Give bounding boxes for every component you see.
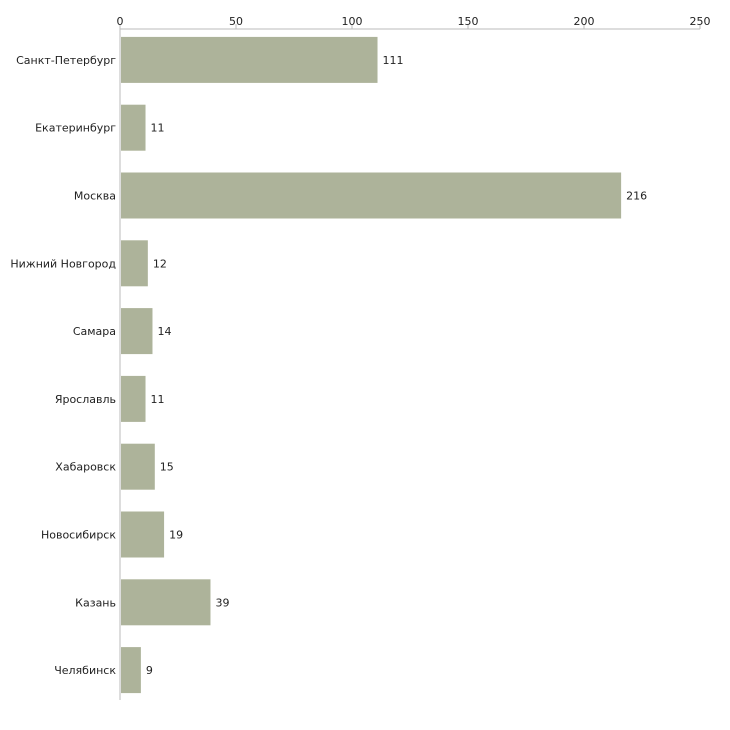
x-tick-label: 0 [117, 15, 124, 28]
value-label: 15 [160, 461, 174, 474]
category-label: Нижний Новгород [10, 257, 116, 270]
category-label: Казань [75, 596, 116, 609]
bar [121, 375, 146, 422]
value-label: 39 [215, 596, 229, 609]
category-label: Хабаровск [55, 461, 116, 474]
category-label: Екатеринбург [35, 122, 116, 135]
x-tick-label: 100 [342, 15, 363, 28]
x-axis-ticks: 0 50 100 150 200 250 [117, 15, 711, 29]
category-label: Самара [73, 325, 116, 338]
x-tick-label: 250 [690, 15, 711, 28]
category-label: Санкт-Петербург [16, 54, 116, 67]
bar [121, 36, 378, 83]
bar [121, 172, 622, 219]
category-label: Челябинск [54, 664, 116, 677]
bar [121, 308, 153, 355]
x-tick-label: 150 [458, 15, 479, 28]
value-label: 19 [169, 529, 183, 542]
bars [121, 36, 622, 694]
category-label: Ярославль [55, 393, 116, 406]
value-label: 11 [151, 393, 165, 406]
value-label: 9 [146, 664, 153, 677]
value-label: 12 [153, 257, 167, 270]
value-label: 14 [157, 325, 171, 338]
bar [121, 647, 141, 694]
x-tick-label: 200 [574, 15, 595, 28]
bar [121, 104, 146, 151]
value-label: 11 [151, 122, 165, 135]
category-labels: Санкт-Петербург Екатеринбург Москва Нижний … [10, 54, 116, 677]
bar [121, 579, 211, 626]
bar [121, 443, 155, 490]
value-label: 216 [626, 190, 647, 203]
bar [121, 511, 165, 558]
category-label: Новосибирск [41, 529, 116, 542]
x-tick-label: 50 [229, 15, 243, 28]
value-label: 111 [383, 54, 404, 67]
category-label: Москва [74, 190, 116, 203]
bar [121, 240, 148, 287]
